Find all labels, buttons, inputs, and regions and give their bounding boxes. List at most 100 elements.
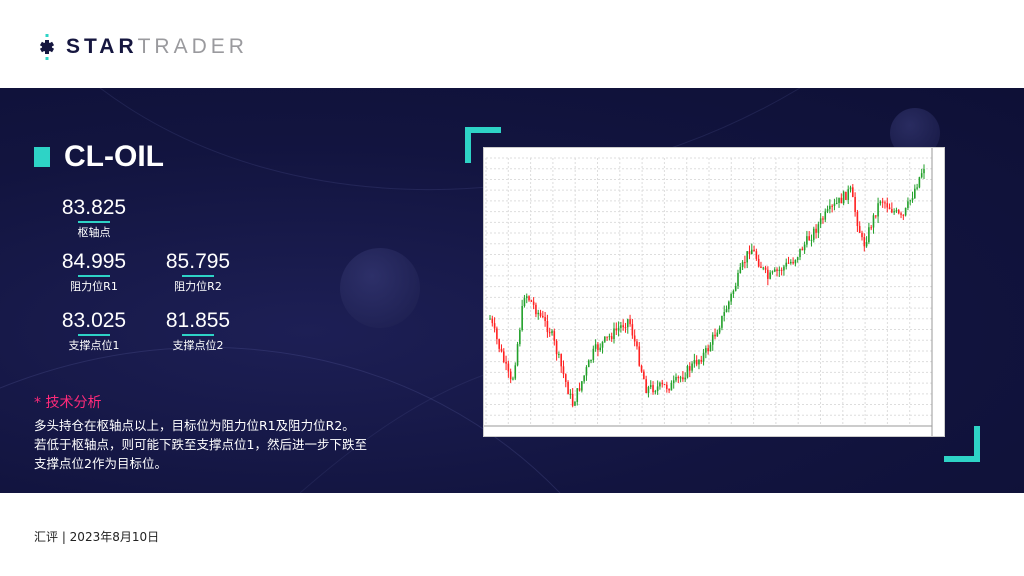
pivot-label: 枢轴点 [77, 226, 111, 239]
candle-body [886, 203, 889, 208]
candle-body [780, 269, 783, 271]
candle-body [567, 381, 569, 395]
candle-body [847, 189, 850, 200]
candle-body [695, 359, 698, 365]
candle-body [498, 339, 500, 349]
candle-body [601, 341, 604, 348]
candle-body [638, 346, 641, 366]
s2-value: 81.855 [165, 309, 231, 336]
candle-body [633, 335, 636, 342]
candle-body [902, 214, 905, 216]
candle-body [512, 378, 514, 380]
candle-body [732, 290, 735, 295]
candle-body [606, 336, 608, 338]
analysis-line: 若低于枢轴点，则可能下跌至支撑点位1，然后进一步下跌至 [34, 437, 367, 452]
s1-value: 83.025 [61, 309, 127, 336]
candle-body [516, 344, 519, 366]
candle-body [686, 366, 689, 378]
candle-body [785, 262, 788, 267]
candle-body [592, 348, 595, 361]
candle-body [553, 331, 556, 341]
candle-body [493, 323, 496, 329]
candle-body [849, 187, 852, 190]
logo-text-trader: TRADER [137, 35, 248, 58]
corner-bracket-top-left [465, 127, 501, 163]
candle-body [909, 200, 912, 202]
candle-body [753, 249, 755, 252]
candle-body [739, 267, 742, 273]
candle-body [654, 391, 657, 393]
candle-body [548, 332, 551, 334]
pivot-level: 83.825 枢轴点 [56, 196, 132, 240]
candle-body [610, 336, 613, 340]
candle-body [884, 202, 886, 204]
candle-body [718, 327, 721, 333]
candle-body [767, 269, 769, 279]
candle-body [778, 269, 781, 271]
candle-body [916, 187, 918, 189]
s2-label: 支撑点位2 [172, 339, 224, 352]
r2-level: 85.795 阻力位R2 [160, 250, 236, 294]
candle-body [907, 201, 909, 208]
candle-body [622, 325, 624, 328]
candle-body [562, 366, 565, 375]
candle-body [647, 387, 650, 394]
candle-body [914, 188, 916, 199]
candle-body [629, 319, 631, 325]
candle-body [895, 210, 898, 212]
candle-body [581, 381, 583, 391]
candle-body [649, 385, 652, 388]
candle-body [519, 329, 521, 345]
candle-body [544, 317, 546, 322]
candle-body [806, 236, 808, 245]
r1-label: 阻力位R1 [70, 280, 118, 293]
candle-body [521, 306, 523, 330]
candle-body [509, 371, 512, 380]
candle-body [502, 351, 505, 362]
candle-body [757, 258, 760, 267]
candle-body [672, 380, 675, 383]
candle-body [688, 366, 691, 371]
candle-body [574, 401, 576, 406]
candle-body [835, 202, 838, 204]
r1-value: 84.995 [61, 250, 127, 277]
candle-body [585, 367, 588, 376]
candle-body [702, 352, 705, 362]
candle-body [822, 218, 824, 220]
candle-body [525, 296, 528, 299]
candle-body [808, 236, 810, 241]
candle-body [530, 300, 533, 302]
candle-body [624, 327, 627, 329]
r1-level: 84.995 阻力位R1 [56, 250, 132, 294]
candle-body [796, 257, 799, 261]
r2-value: 85.795 [165, 250, 231, 277]
candlestick-chart [484, 148, 933, 436]
candle-body [528, 296, 530, 301]
candle-body [865, 242, 868, 247]
candle-body [870, 227, 872, 229]
s2-level: 81.855 支撑点位2 [160, 309, 236, 353]
candle-body [817, 224, 820, 233]
candle-body [599, 347, 602, 351]
candle-body [877, 203, 879, 217]
candle-body [893, 211, 895, 213]
candle-body [824, 211, 827, 220]
candle-body [707, 348, 709, 352]
candle-body [856, 211, 859, 227]
candle-body [923, 169, 925, 174]
candle-body [489, 318, 491, 320]
candle-body [636, 341, 638, 347]
candle-body [500, 348, 503, 352]
analysis-line: 支撑点位2作为目标位。 [34, 456, 167, 471]
candle-body [737, 272, 739, 286]
candle-body [881, 201, 884, 203]
candle-body [617, 327, 620, 331]
s1-label: 支撑点位1 [68, 339, 120, 352]
candle-body [764, 267, 767, 270]
candle-body [872, 215, 875, 228]
candle-body [714, 334, 716, 337]
candle-body [645, 379, 647, 394]
candle-body [666, 384, 668, 389]
r2-label: 阻力位R2 [174, 280, 222, 293]
candle-body [709, 344, 712, 352]
